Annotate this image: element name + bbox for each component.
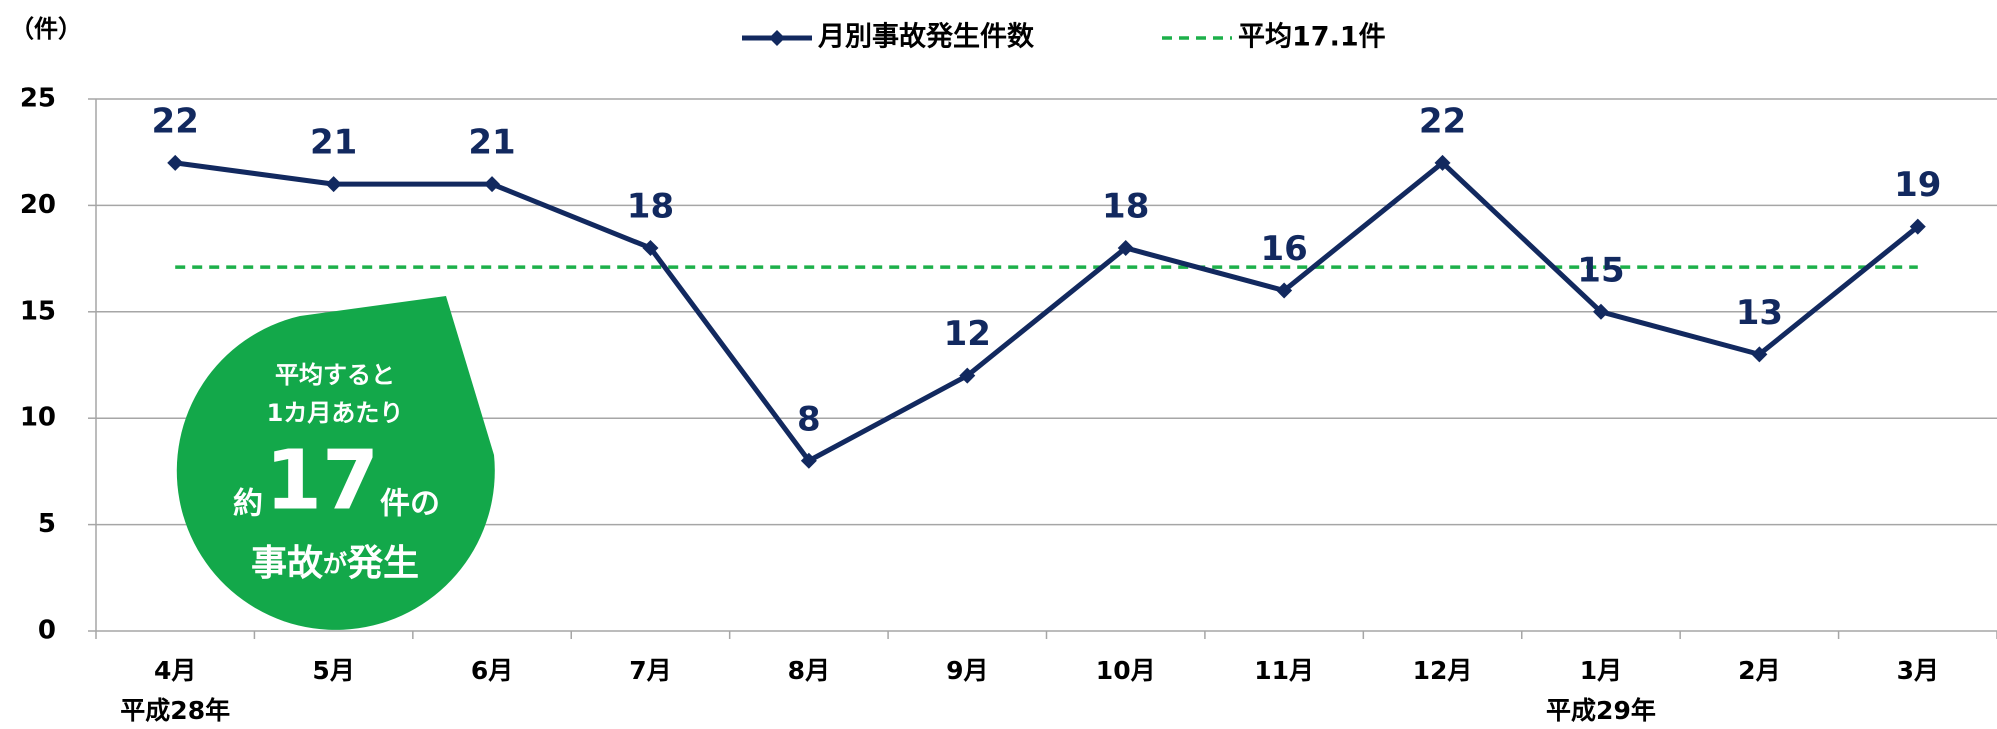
legend-label: 平均17.1件: [1238, 22, 1386, 53]
y-tick-label: 15: [20, 296, 56, 326]
x-tick-label: 11月: [1254, 656, 1314, 685]
point: [959, 367, 976, 384]
y-tick-label: 0: [38, 616, 56, 646]
y-tick-label: 25: [20, 84, 56, 114]
data-label: 13: [1736, 293, 1783, 333]
annotation-text: が: [323, 550, 347, 578]
y-axis-label: （件）: [10, 15, 82, 43]
data-label: 12: [944, 314, 991, 354]
point: [325, 176, 342, 193]
x-tick-label: 12月: [1413, 656, 1473, 685]
x-sublabel: 平成28年: [120, 696, 230, 725]
y-tick-label: 5: [38, 509, 56, 539]
annotation-text: 事故: [251, 543, 323, 584]
x-tick-label: 6月: [471, 656, 513, 685]
x-tick-label: 5月: [312, 656, 354, 685]
legend-label: 月別事故発生件数: [817, 22, 1035, 53]
annotation-text: 約: [233, 487, 263, 522]
data-label: 18: [1102, 186, 1149, 226]
x-tick-label: 8月: [788, 656, 830, 685]
data-label: 22: [152, 101, 199, 141]
x-tick-label: 4月: [154, 656, 196, 685]
point: [1592, 303, 1609, 320]
point: [1909, 218, 1926, 235]
data-label: 15: [1577, 250, 1624, 290]
x-sublabel: 平成29年: [1546, 696, 1656, 725]
data-label: 22: [1419, 101, 1466, 141]
point: [1117, 239, 1134, 256]
data-label: 8: [797, 399, 821, 439]
data-label: 19: [1894, 165, 1941, 205]
x-tick-label: 1月: [1580, 656, 1622, 685]
point: [1751, 346, 1768, 363]
annotation-bubble: [176, 296, 495, 630]
point: [800, 452, 817, 469]
y-tick-label: 20: [20, 190, 56, 220]
data-label: 21: [310, 123, 357, 163]
annotation-text: 平均すると: [275, 361, 395, 389]
x-tick-label: 9月: [946, 656, 988, 685]
data-label: 18: [627, 186, 674, 226]
point: [484, 176, 501, 193]
x-tick-label: 10月: [1096, 656, 1156, 685]
legend-marker: [769, 30, 785, 46]
point: [1434, 154, 1451, 171]
annotation-text: 件の: [380, 487, 440, 522]
annotation-text: 事故が発生: [251, 543, 419, 584]
x-tick-label: 7月: [629, 656, 671, 685]
point: [167, 154, 184, 171]
data-label: 16: [1260, 229, 1307, 269]
point: [1276, 282, 1293, 299]
point: [642, 239, 659, 256]
x-tick-label: 3月: [1897, 656, 1939, 685]
series-line: [174, 160, 1920, 464]
y-tick-label: 10: [20, 403, 56, 433]
annotation-number: 17: [265, 433, 379, 528]
annotation-text: 発生: [347, 543, 419, 584]
x-tick-label: 2月: [1738, 656, 1780, 685]
annotation-text: 1カ月あたり: [267, 399, 404, 427]
data-label: 21: [468, 123, 515, 163]
